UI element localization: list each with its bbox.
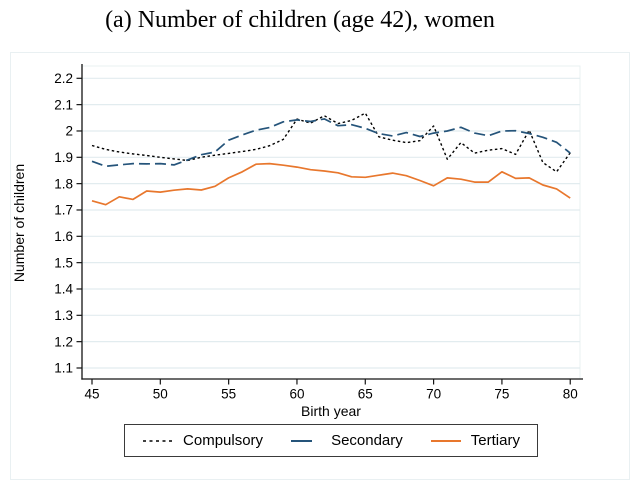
x-tick-label: 55 — [221, 387, 236, 402]
x-tick-label: 70 — [426, 387, 441, 402]
plot-region-border — [82, 65, 581, 379]
legend-item-tertiary: Tertiary — [430, 433, 520, 448]
legend-item-secondary: Secondary — [290, 433, 403, 448]
y-axis-title: Number of children — [11, 163, 27, 283]
y-tick-label: 1.8 — [54, 176, 73, 191]
series-line-tertiary — [91, 162, 571, 206]
legend-line-sample-compulsory — [143, 439, 174, 442]
x-tick-label: 60 — [289, 387, 304, 402]
y-tick-label: 1.4 — [54, 282, 73, 297]
legend-box: Compulsory Secondary Tertiary — [124, 424, 538, 457]
series-line-secondary — [91, 118, 571, 168]
y-tick-label: 1.6 — [54, 229, 73, 244]
x-tick-label: 65 — [358, 387, 373, 402]
legend-item-compulsory: Compulsory — [142, 433, 263, 448]
legend-label: Tertiary — [470, 432, 520, 449]
y-tick-label: 1.9 — [54, 150, 73, 165]
y-tick-label: 1.3 — [54, 308, 73, 323]
y-tick-label: 1.5 — [54, 255, 73, 270]
chart-title: (a) Number of children (age 42), women — [105, 7, 495, 33]
graph-region-border — [10, 52, 630, 480]
x-tick-label: 80 — [563, 387, 578, 402]
y-tick-label: 1.1 — [54, 361, 73, 376]
legend-label: Secondary — [331, 432, 403, 449]
x-tick-label: 75 — [494, 387, 509, 402]
y-tick-label: 2.2 — [54, 71, 73, 86]
legend-line-sample-tertiary — [430, 439, 461, 442]
x-tick-label: 50 — [153, 387, 168, 402]
legend-label: Compulsory — [183, 432, 264, 449]
x-tick-label: 45 — [84, 387, 99, 402]
y-tick-label: 1.2 — [54, 334, 73, 349]
x-axis-title: Birth year — [301, 403, 361, 419]
y-tick-label: 2 — [65, 124, 73, 139]
y-tick-label: 2.1 — [54, 97, 73, 112]
legend: Compulsory Secondary Tertiary — [82, 424, 580, 457]
y-tick-label: 1.7 — [54, 203, 73, 218]
series-line-compulsory — [91, 112, 571, 173]
legend-line-sample-secondary — [291, 439, 322, 442]
